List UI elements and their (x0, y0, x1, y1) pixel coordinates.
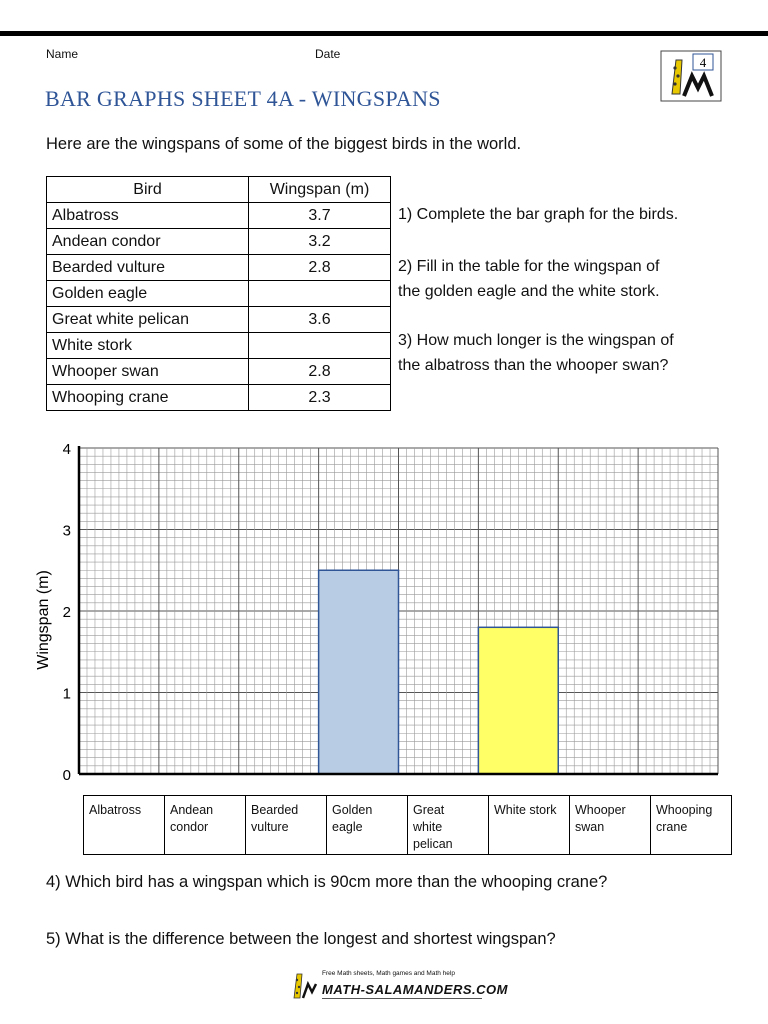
date-label: Date (315, 47, 341, 61)
category-row: Albatross Andean condor Bearded vulture Golde… (83, 795, 732, 855)
category-label: Andean condor (164, 795, 246, 855)
category-label-line: Great (413, 803, 445, 817)
bird-cell: Whooping crane (46, 384, 249, 411)
y-tick-label: 2 (63, 604, 71, 621)
table-row: Whooper swan 2.8 (46, 358, 391, 385)
table-row: White stork (46, 332, 391, 359)
table-row: Andean condor 3.2 (46, 228, 391, 255)
question-2-line-1: 2) Fill in the table for the wingspan of (398, 258, 660, 275)
category-label-line: Albatross (89, 803, 142, 817)
bird-cell: Great white pelican (46, 306, 249, 333)
name-label: Name (46, 47, 79, 61)
bar-white-stork (477, 626, 559, 775)
table-row: Albatross 3.7 (46, 202, 391, 229)
y-tick-label: 4 (63, 441, 71, 458)
bar-golden-eagle (317, 569, 400, 775)
category-label-line: White stork (494, 803, 557, 817)
wingspan-cell: 3.6 (248, 306, 391, 333)
top-rule (0, 31, 768, 36)
category-label-line: Whooping (656, 803, 713, 817)
question-3-line-2: the albatross than the whooper swan? (398, 357, 669, 374)
category-label-line: vulture (251, 820, 289, 834)
footer-tagline: Free Math sheets, Math games and Math he… (322, 970, 455, 977)
category-label: Great white pelican (407, 795, 489, 855)
wingspan-cell[interactable] (248, 280, 391, 307)
table-row: Whooping crane 2.3 (46, 384, 391, 411)
question-2-line-2: the golden eagle and the white stork. (398, 283, 660, 300)
category-label: Golden eagle (326, 795, 408, 855)
footer-site-name: MATH-SALAMANDERS.COM (322, 982, 508, 997)
bird-cell: White stork (46, 332, 249, 359)
salamander-logo-icon: 4 (660, 50, 722, 102)
bird-cell: Andean condor (46, 228, 249, 255)
question-5: 5) What is the difference between the lo… (46, 930, 556, 948)
category-label: Whooper swan (569, 795, 651, 855)
bird-cell: Bearded vulture (46, 254, 249, 281)
wingspan-bar-chart[interactable]: 0 1 2 3 4 Wingspan (m) (0, 430, 768, 790)
wingspan-cell: 3.2 (248, 228, 391, 255)
category-label-line: Bearded (251, 803, 299, 817)
wingspan-cell: 3.7 (248, 202, 391, 229)
wingspan-cell: 2.8 (248, 254, 391, 281)
category-label-line: white (413, 820, 443, 834)
bird-cell: Albatross (46, 202, 249, 229)
y-tick-label: 3 (63, 523, 71, 540)
y-axis-label: Wingspan (m) (35, 570, 52, 670)
intro-text: Here are the wingspans of some of the bi… (46, 135, 522, 153)
table-row: Golden eagle (46, 280, 391, 307)
category-label: White stork (488, 795, 570, 855)
table-header-wingspan: Wingspan (m) (248, 176, 391, 203)
category-label-table: Albatross Andean condor Bearded vulture Golde… (83, 795, 732, 855)
category-label-line: crane (656, 820, 688, 834)
chart-axes (77, 446, 718, 776)
wingspan-cell: 2.3 (248, 384, 391, 411)
category-label-line: condor (170, 820, 209, 834)
footer-underline (322, 998, 482, 999)
bird-cell: Golden eagle (46, 280, 249, 307)
table-row: Bearded vulture 2.8 (46, 254, 391, 281)
question-1: 1) Complete the bar graph for the birds. (398, 206, 679, 223)
table-header-bird: Bird (46, 176, 249, 203)
category-label: Whooping crane (650, 795, 732, 855)
category-label-line: eagle (332, 820, 363, 834)
wingspan-cell[interactable] (248, 332, 391, 359)
chart-y-ticks: 0 1 2 3 4 (63, 441, 71, 784)
wingspan-cell: 2.8 (248, 358, 391, 385)
worksheet-title: BAR GRAPHS SHEET 4A - WINGSPANS (45, 86, 441, 111)
category-label-line: Whooper (575, 803, 626, 817)
category-label-line: pelican (413, 837, 453, 851)
category-label: Bearded vulture (245, 795, 327, 855)
category-label-line: Andean (170, 803, 214, 817)
wingspan-table: Bird Wingspan (m) Albatross 3.7 Andean co… (46, 176, 391, 411)
category-label: Albatross (83, 795, 165, 855)
y-tick-label: 0 (63, 767, 71, 784)
question-4: 4) Which bird has a wingspan which is 90… (46, 873, 608, 891)
question-3-line-1: 3) How much longer is the wingspan of (398, 332, 674, 349)
category-label-line: swan (575, 820, 605, 834)
footer-salamander-icon (293, 973, 318, 999)
y-tick-label: 1 (63, 686, 71, 703)
category-label-line: Golden (332, 803, 373, 817)
bird-cell: Whooper swan (46, 358, 249, 385)
table-row: Great white pelican 3.6 (46, 306, 391, 333)
logo-number: 4 (700, 55, 707, 70)
